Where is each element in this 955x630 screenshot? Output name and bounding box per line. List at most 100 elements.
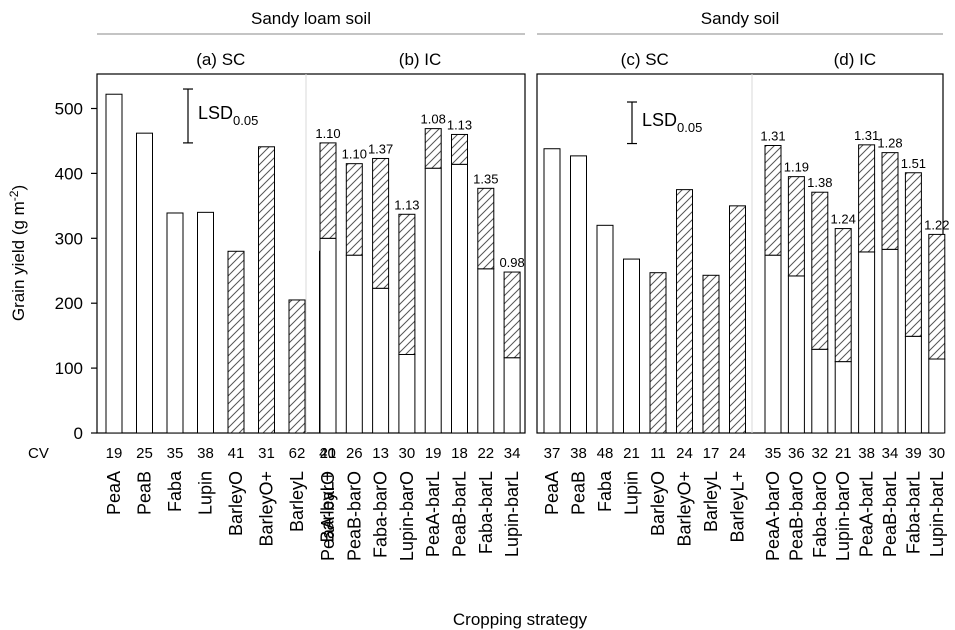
cv-value: 48: [597, 445, 614, 462]
cv-value: 24: [676, 445, 693, 462]
bar-cereal: [398, 213, 416, 355]
panel-title: (a) SC: [196, 50, 245, 69]
bar-cereal: [345, 163, 363, 256]
cv-row-label: CV: [28, 445, 49, 462]
cv-value: 18: [451, 445, 468, 462]
bar-legume: [834, 361, 852, 434]
bar-legume: [596, 224, 614, 434]
bar-legume: [570, 155, 587, 434]
y-tick-label: 500: [55, 100, 83, 119]
bar-legume: [398, 353, 416, 434]
cv-value: 34: [882, 445, 899, 462]
chart-layer: Sandy loam soil Sandy soil 0 100 200 300 400 50…: [7, 9, 949, 629]
bar-cereal: [258, 146, 275, 434]
x-category-label: Faba: [595, 470, 615, 512]
cv-value: 39: [905, 445, 922, 462]
lsd-label-main: LSD: [642, 110, 677, 130]
bar-cereal: [649, 272, 667, 434]
bar-cereal: [881, 152, 899, 250]
x-category-label: Lupin: [196, 471, 216, 515]
bar-cereal: [811, 191, 829, 350]
lsd-label-sub: 0.05: [677, 120, 702, 135]
y-tick-label: 400: [55, 164, 83, 183]
cv-value: 31: [258, 445, 275, 462]
cv-value: 38: [197, 445, 214, 462]
bar-legume: [764, 254, 782, 434]
x-category-label: BarleyL+: [318, 471, 338, 543]
bar-legume: [372, 287, 390, 434]
x-category-label: PeaA-barO: [318, 471, 338, 561]
bar-legume: [477, 268, 495, 434]
cv-value: 35: [765, 445, 782, 462]
ler-label: 1.19: [784, 160, 809, 175]
lsd-label-sub: 0.05: [233, 113, 258, 128]
cv-value: 35: [167, 445, 184, 462]
cv-value: 19: [425, 445, 442, 462]
cv-value: 21: [835, 445, 852, 462]
ler-label: 0.98: [499, 255, 524, 270]
bar-legume: [424, 167, 442, 434]
y-tick-label: 100: [55, 359, 83, 378]
cv-value: 13: [372, 445, 389, 462]
cv-value: 34: [504, 445, 521, 462]
ler-label: 1.08: [421, 112, 446, 127]
bar-legume: [858, 251, 876, 434]
ler-label: 1.35: [473, 171, 498, 186]
bar-cereal: [858, 144, 876, 253]
cv-value: 40: [319, 445, 336, 462]
bar-legume: [345, 254, 363, 434]
cv-value: 19: [106, 445, 123, 462]
bar-cereal: [503, 271, 521, 359]
x-category-label: PeaB-barO: [786, 471, 806, 561]
bar-legume: [811, 348, 829, 434]
y-axis-label: Grain yield (g m-2): [7, 185, 28, 321]
x-category-label: Faba-barO: [810, 471, 830, 558]
y-tick-label: 200: [55, 294, 83, 313]
bar-legume: [197, 211, 214, 434]
ler-label: 1.13: [394, 197, 419, 212]
lsd-label: LSD0.05: [198, 103, 258, 128]
cv-value: 17: [703, 445, 720, 462]
x-category-label: PeaB-barO: [344, 471, 364, 561]
cv-value: 22: [477, 445, 494, 462]
cv-value: 30: [928, 445, 945, 462]
x-category-label: PeaB-barL: [880, 471, 900, 557]
x-category-label: Lupin: [622, 471, 642, 515]
panel-title: (d) IC: [834, 50, 877, 69]
bar-legume: [543, 148, 561, 434]
bar-legume: [451, 163, 468, 434]
cv-value: 32: [811, 445, 828, 462]
x-category-label: PeaB: [135, 471, 155, 515]
bar-cereal: [834, 228, 852, 363]
panel-title: (c) SC: [621, 50, 669, 69]
ler-label: 1.38: [807, 175, 832, 190]
lsd-label: LSD0.05: [642, 110, 702, 135]
x-category-label: PeaA-barL: [423, 471, 443, 557]
x-category-label: Faba-barL: [476, 471, 496, 554]
cv-value: 21: [320, 445, 337, 462]
bar-cereal: [702, 274, 720, 434]
y-axis-label-end: ): [9, 185, 28, 191]
bar-cereal: [676, 189, 693, 434]
ler-label: 1.28: [877, 136, 902, 151]
panel-frame: [96, 73, 526, 434]
x-category-label: BarleyL+: [728, 471, 748, 543]
ler-label: 1.10: [315, 126, 340, 141]
bar-cereal: [424, 128, 442, 169]
cv-value: 26: [346, 445, 363, 462]
x-category-label: Faba-barO: [371, 471, 391, 558]
cv-value: 25: [136, 445, 153, 462]
bar-cereal: [729, 205, 746, 434]
bar-cereal: [227, 250, 245, 434]
x-category-label: BarleyL: [701, 471, 721, 532]
bar-cereal: [451, 133, 468, 165]
ler-label: 1.37: [368, 141, 393, 156]
x-category-label: BarleyO+: [257, 471, 277, 547]
y-axis-label-sup: -2: [7, 190, 21, 201]
y-tick-label: 300: [55, 229, 83, 248]
cv-value: 41: [228, 445, 245, 462]
cv-value: 36: [788, 445, 805, 462]
y-tick-label: 0: [74, 424, 83, 443]
x-category-label: PeaB-barL: [450, 471, 470, 557]
